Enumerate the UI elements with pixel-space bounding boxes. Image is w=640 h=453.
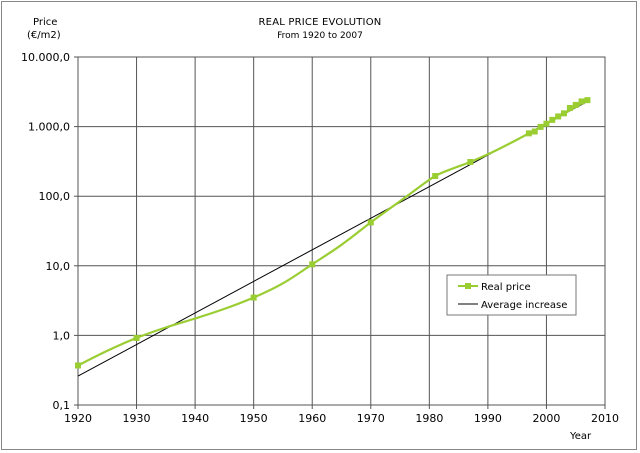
legend-real-price-marker (465, 283, 471, 289)
real-price-point (549, 116, 556, 123)
x-tick-label: 1990 (474, 412, 502, 425)
real-price-point (367, 219, 374, 226)
x-tick-label: 1960 (298, 412, 326, 425)
legend-average-label: Average increase (481, 300, 567, 311)
x-tick-label: 1920 (64, 412, 92, 425)
plot-area (77, 56, 606, 406)
real-price-point (572, 101, 579, 108)
real-price-point (555, 113, 562, 120)
x-tick-label: 1980 (415, 412, 443, 425)
real-price-point (584, 97, 591, 104)
x-tick-label: 1940 (181, 412, 209, 425)
real-price-point (566, 105, 573, 112)
real-price-point (75, 362, 81, 369)
real-price-point (309, 261, 316, 268)
x-tick-label: 1930 (123, 412, 151, 425)
y-axis-label-line1: Price (33, 17, 58, 28)
real-price-line (77, 99, 588, 367)
y-tick-label: 10.000,0 (21, 51, 70, 64)
real-price-point (467, 159, 474, 166)
chart-subtitle: From 1920 to 2007 (277, 31, 363, 41)
real-price-point (537, 123, 544, 130)
legend: Real price Average increase (446, 274, 577, 316)
x-tick-label: 2010 (591, 412, 619, 425)
legend-real-price-label: Real price (481, 282, 531, 293)
real-price-point (578, 98, 585, 105)
y-tick-label: 10,0 (46, 260, 71, 273)
real-price-point (543, 120, 550, 127)
real-price-point (525, 130, 532, 137)
real-price-point (133, 334, 140, 341)
y-tick-label: 100,0 (39, 190, 71, 203)
real-price-point (531, 128, 538, 135)
grid-layer (74, 56, 606, 409)
real-price-point (561, 110, 568, 117)
y-tick-label: 1.000,0 (28, 121, 70, 134)
y-axis-label-line2: (€/m2) (27, 30, 61, 41)
x-axis-label: Year (570, 431, 592, 442)
tick-layer: 1920 1930 1940 1950 1960 1970 1980 1990 2000 2010… (21, 51, 619, 425)
legend-box (446, 274, 577, 316)
chart-title: REAL PRICE EVOLUTION (258, 17, 382, 28)
y-tick-label: 0,1 (53, 399, 71, 412)
x-tick-label: 1950 (240, 412, 268, 425)
real-price-point (432, 173, 439, 180)
x-tick-label: 2000 (532, 412, 560, 425)
real-price-point (250, 294, 257, 301)
y-tick-label: 1,0 (53, 329, 71, 342)
series-layer (75, 97, 591, 377)
x-tick-label: 1970 (357, 412, 385, 425)
